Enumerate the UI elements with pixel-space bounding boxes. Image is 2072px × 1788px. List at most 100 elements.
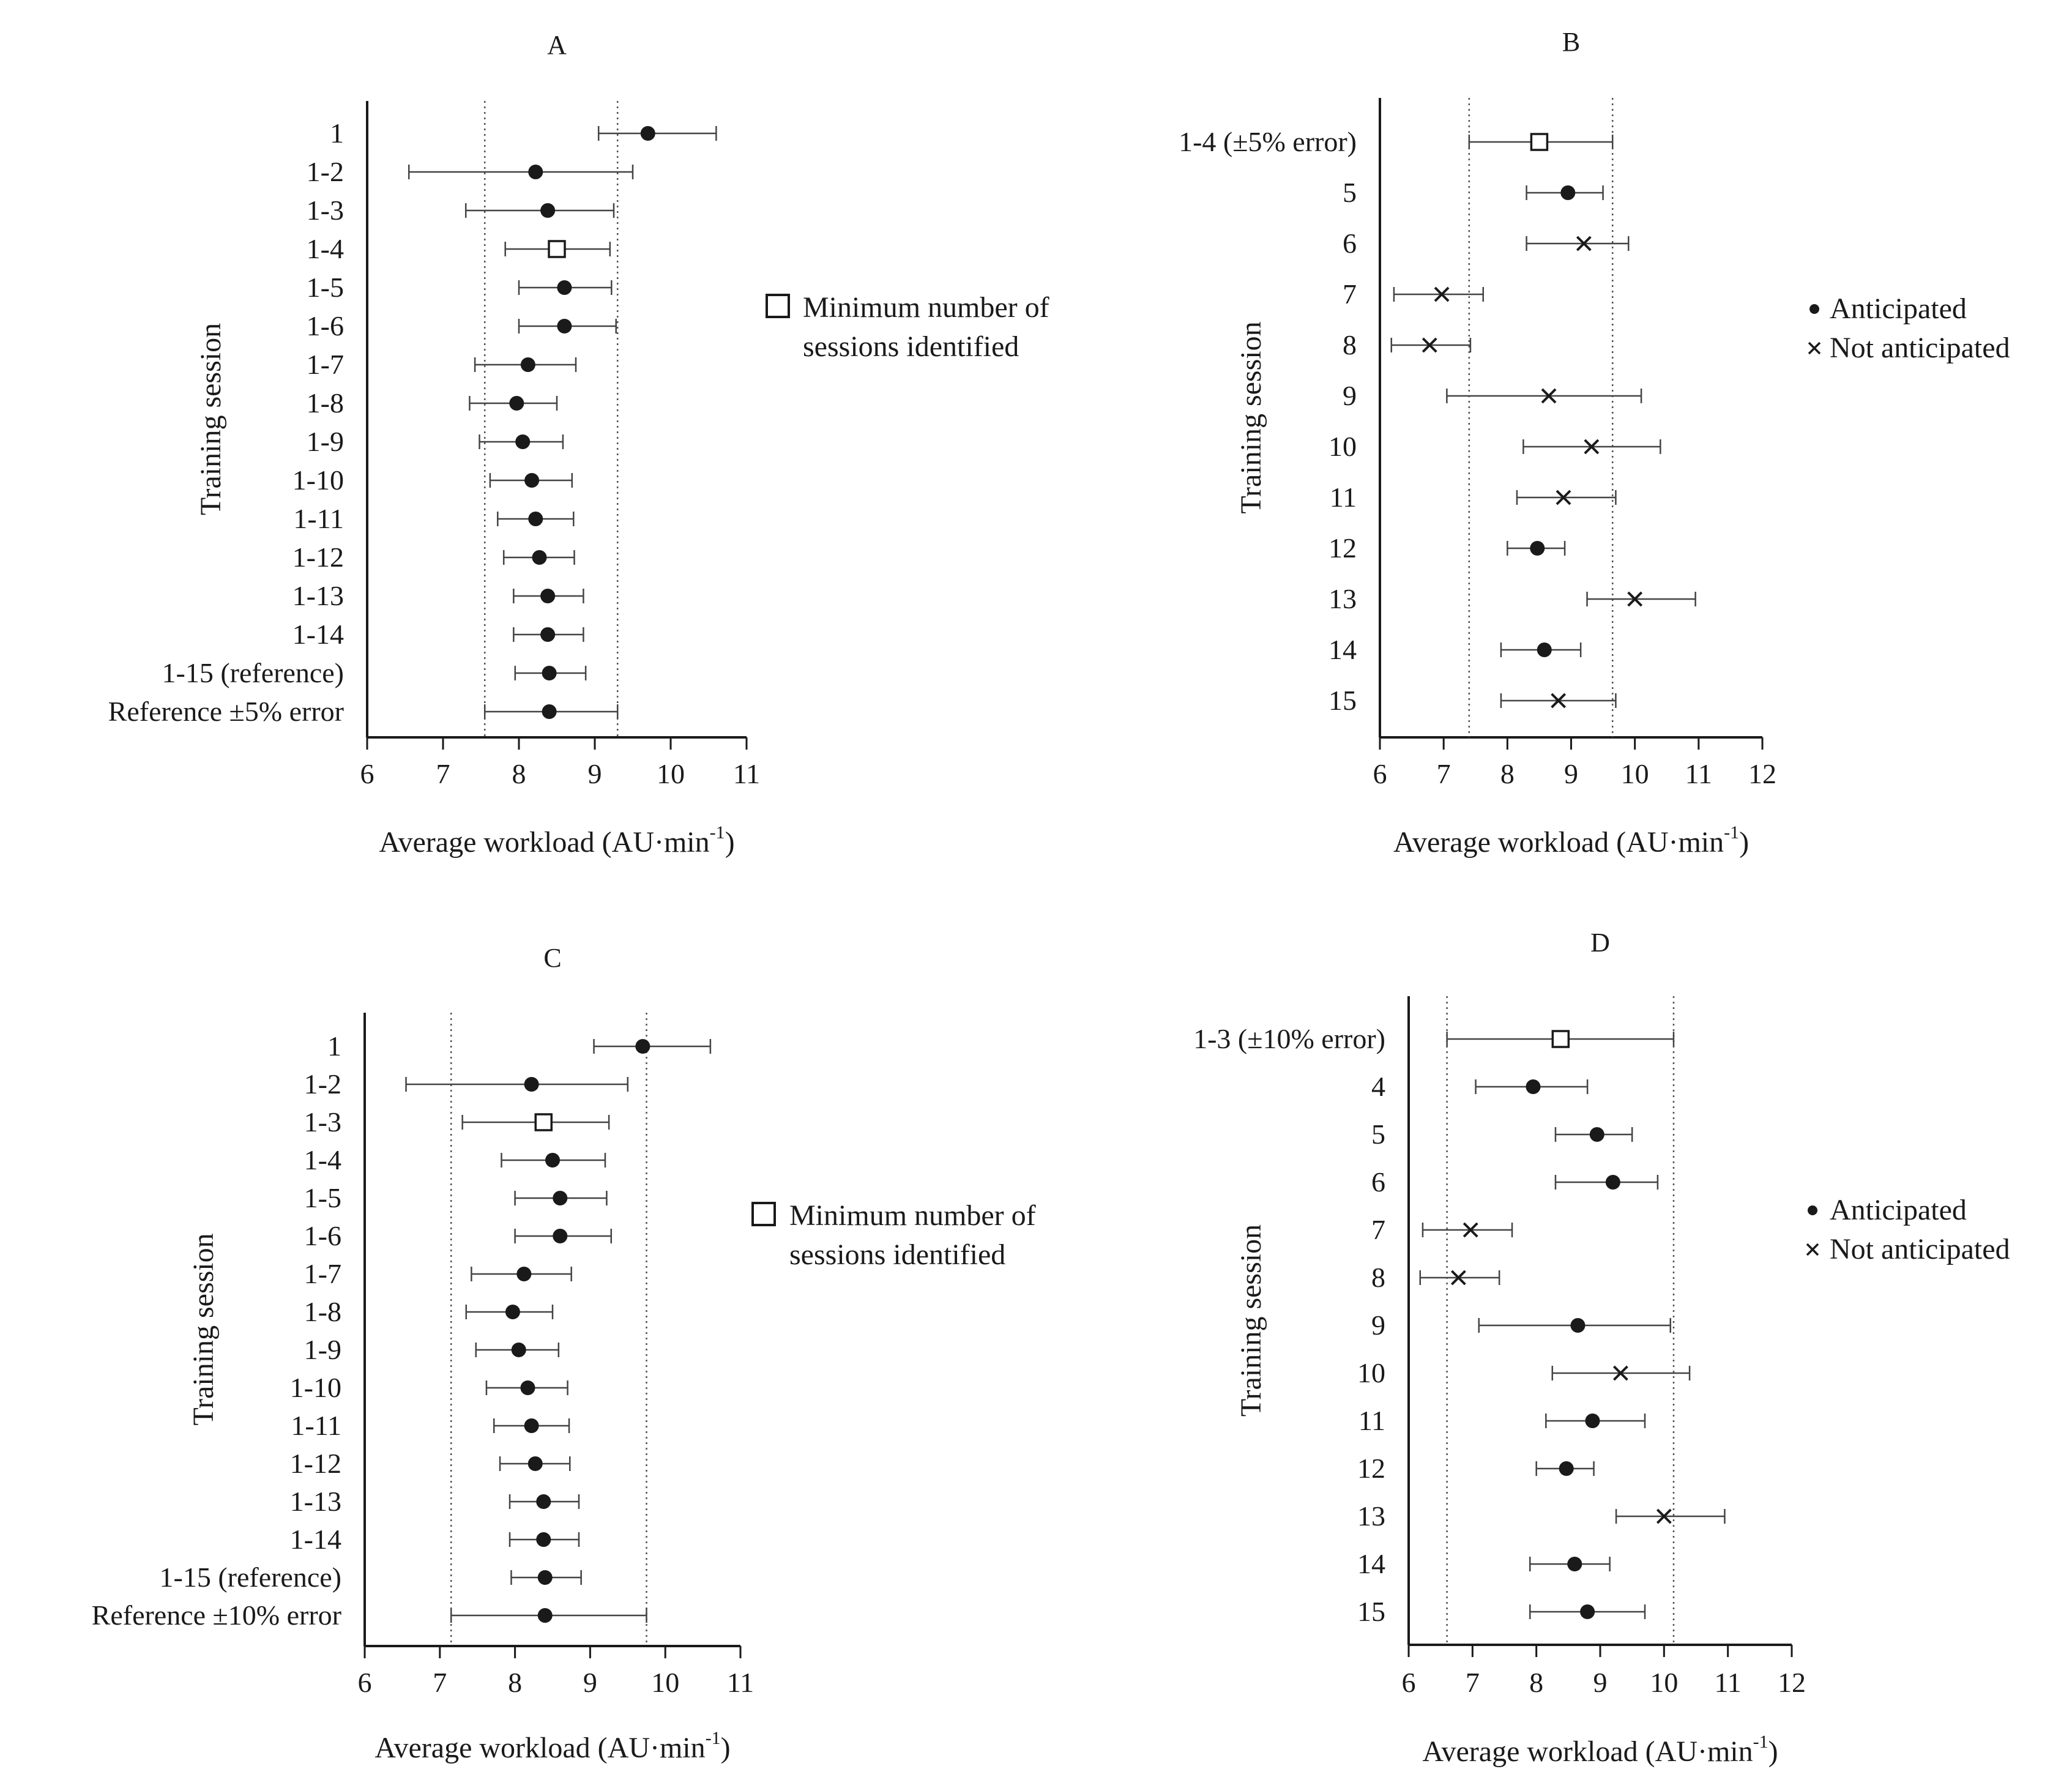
panel-a: A6 7 8 9 10 1111-21-31-41-51-61-71-81-91-101-…	[108, 30, 1049, 859]
row-label: 1-14	[290, 1524, 341, 1555]
row-label: 1-14	[293, 619, 344, 650]
row-label: 1-11	[293, 503, 344, 534]
x-tick-label: 10	[651, 1667, 679, 1698]
x-axis-label-close: )	[725, 826, 735, 859]
data-point-dot	[1559, 1461, 1574, 1476]
row-label: 1-8	[304, 1296, 341, 1327]
data-point-cross	[1434, 286, 1450, 302]
row-label: 13	[1357, 1500, 1385, 1532]
row-label: 1-15 (reference)	[162, 657, 345, 688]
row-label: 10	[1329, 431, 1357, 462]
row-label: 1-3 (±10% error)	[1193, 1023, 1385, 1054]
y-axis-label: Training session	[187, 1233, 220, 1425]
data-point-square	[548, 240, 566, 258]
data-point-dot	[545, 1153, 560, 1168]
x-tick-label: 7	[1437, 758, 1451, 789]
data-point-dot	[542, 704, 557, 719]
row-label: 10	[1357, 1357, 1385, 1388]
data-point-dot	[542, 666, 557, 680]
legend-label: Minimum number of	[803, 291, 1049, 324]
data-point-dot	[540, 627, 556, 642]
row-label: 8	[1343, 329, 1357, 360]
legend-cross-icon	[1808, 341, 1821, 355]
row-label: Reference ±5% error	[108, 696, 344, 727]
row-label: 9	[1343, 380, 1357, 411]
legend-label: sessions identified	[789, 1239, 1005, 1271]
data-point-square	[1551, 1030, 1570, 1048]
x-axis-label-superscript: -1	[706, 1728, 721, 1748]
row-label: 14	[1329, 634, 1357, 665]
x-tick-label: 7	[436, 758, 450, 789]
row-label: 11	[1330, 482, 1357, 513]
x-axis-label-close: )	[721, 1732, 731, 1764]
legend-square-icon	[766, 294, 790, 318]
data-point-dot	[1530, 541, 1545, 556]
data-point-cross	[1551, 693, 1567, 709]
data-point-cross	[1584, 439, 1600, 455]
data-point-dot	[505, 1305, 520, 1319]
x-tick-label: 11	[727, 1667, 754, 1698]
row-label: Reference ±10% error	[92, 1600, 341, 1631]
data-point-dot	[528, 512, 543, 526]
panel-title: C	[543, 943, 561, 973]
x-tick-label: 8	[508, 1667, 522, 1698]
row-label: 1-5	[307, 272, 344, 303]
row-label: 1	[327, 1030, 341, 1062]
x-tick-label: 8	[512, 758, 526, 789]
row-label: 4	[1371, 1071, 1385, 1102]
data-point-cross	[1612, 1365, 1628, 1381]
x-tick-label: 9	[1564, 758, 1578, 789]
data-point-dot	[1589, 1127, 1604, 1142]
row-label: 15	[1357, 1596, 1385, 1627]
x-tick-label: 8	[1529, 1667, 1543, 1698]
x-axis-label: Average workload (AU·min-1)	[375, 1728, 730, 1764]
data-point-cross	[1576, 236, 1592, 251]
data-point-dot	[520, 1380, 535, 1395]
legend-dot-icon	[1809, 304, 1819, 314]
row-label: 15	[1329, 685, 1357, 716]
data-point-dot	[1537, 643, 1552, 657]
row-label: 5	[1343, 177, 1357, 208]
x-axis-label-main: Average workload (AU·min	[1393, 826, 1724, 859]
row-label: 12	[1357, 1453, 1385, 1484]
x-tick-label: 6	[1402, 1667, 1416, 1698]
y-axis-label: Training session	[195, 323, 227, 515]
data-point-dot	[532, 550, 547, 565]
data-point-dot	[524, 473, 540, 488]
data-point-dot	[1585, 1414, 1600, 1428]
x-axis-label-close: )	[1768, 1735, 1778, 1768]
x-tick-label: 11	[1685, 758, 1712, 789]
x-axis-label-main: Average workload (AU·min	[379, 826, 709, 859]
data-point-dot	[524, 1077, 539, 1092]
x-tick-label: 9	[588, 758, 602, 789]
data-point-dot	[553, 1191, 568, 1205]
panel-title: A	[547, 30, 567, 60]
row-label: 1-3	[307, 195, 344, 226]
row-label: 1-9	[307, 426, 344, 457]
data-point-cross	[1627, 591, 1643, 607]
row-label: 1-11	[291, 1410, 341, 1441]
data-point-dot	[1570, 1318, 1586, 1333]
y-axis-label: Training session	[1235, 1224, 1267, 1417]
data-point-dot	[553, 1229, 568, 1243]
row-label: 7	[1371, 1214, 1385, 1245]
x-axis-label: Average workload (AU·min-1)	[1393, 822, 1749, 859]
legend-label: Minimum number of	[789, 1199, 1036, 1232]
x-tick-label: 12	[1778, 1667, 1806, 1698]
x-tick-label: 10	[1650, 1667, 1678, 1698]
x-axis-label-close: )	[1739, 826, 1749, 859]
x-tick-label: 6	[360, 758, 375, 789]
data-point-dot	[1567, 1557, 1582, 1571]
row-label: 1-7	[307, 349, 344, 380]
data-point-dot	[1526, 1079, 1541, 1094]
row-label: 1-5	[304, 1182, 341, 1213]
x-tick-label: 6	[358, 1667, 372, 1698]
data-point-square	[534, 1113, 553, 1131]
data-point-dot	[527, 1456, 543, 1471]
data-point-dot	[537, 1570, 553, 1585]
data-point-dot	[511, 1343, 526, 1357]
row-label: 1	[330, 117, 344, 149]
row-label: 1-12	[290, 1448, 341, 1479]
legend-label: sessions identified	[803, 330, 1019, 363]
